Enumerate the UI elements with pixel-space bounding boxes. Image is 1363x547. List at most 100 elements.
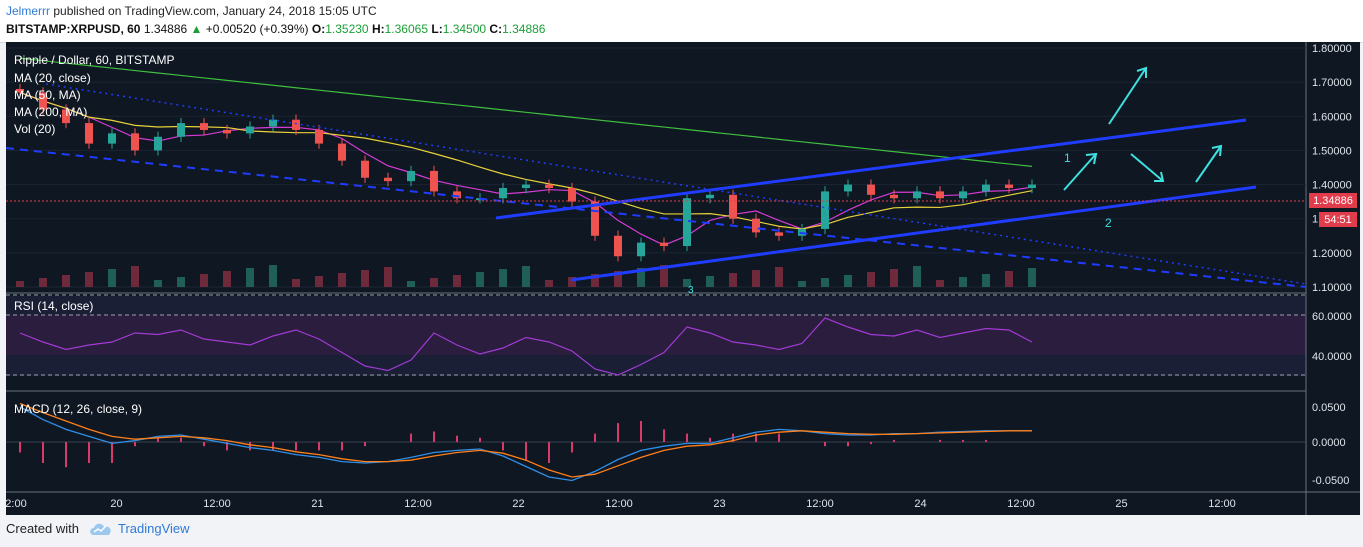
macd-label[interactable]: MACD (12, 26, close, 9) [14, 402, 142, 416]
author-link[interactable]: Jelmerrr [6, 4, 50, 18]
annotation-3: 3 [688, 285, 694, 296]
projection-arrows [1063, 66, 1223, 191]
volume-bar [384, 267, 392, 287]
volume-bars [16, 265, 1036, 287]
candle-body [131, 133, 139, 151]
chart-svg[interactable]: 1 2 3 1.80000 1.70000 1.60000 1.50000 1.4000… [5, 42, 1360, 515]
footer [0, 515, 1363, 547]
high-label: H: [371, 22, 385, 36]
countdown-tag [1319, 212, 1357, 227]
tradingview-cloud-icon[interactable] [88, 520, 114, 538]
candle-body [338, 143, 346, 161]
candle-body [706, 194, 714, 199]
volume-bar [430, 278, 438, 287]
candle-body [499, 187, 507, 199]
candle-body [568, 187, 576, 202]
time-tick-label: 12:00 [203, 498, 231, 510]
legend-volume[interactable]: Vol (20) [14, 122, 55, 136]
volume-bar [591, 274, 599, 287]
price-grid [6, 47, 1306, 288]
candle-body [16, 88, 24, 93]
volume-bar [407, 281, 415, 287]
price-tick-label: 1.60000 [1312, 111, 1352, 123]
volume-bar [890, 269, 898, 287]
volume-bar [752, 270, 760, 287]
time-tick-label: 12:00 [1007, 498, 1035, 510]
rsi-tick-60: 60.0000 [1312, 311, 1352, 323]
symbol-name: BITSTAMP:XRPUSD, 60 [6, 22, 141, 36]
volume-bar [545, 280, 553, 287]
volume-bar [269, 265, 277, 287]
dotted-trendline [45, 83, 1307, 285]
volume-bar [844, 275, 852, 287]
chart-area[interactable]: 1 2 3 1.80000 1.70000 1.60000 1.50000 1.4000… [5, 42, 1360, 515]
candle-body [39, 92, 47, 110]
arrow-down-1 [1130, 153, 1164, 182]
candle-body [361, 160, 369, 178]
channel-upper-line [495, 118, 1247, 220]
close-value: 1.34886 [502, 22, 546, 36]
legend-ma200[interactable]: MA (200, MA) [14, 105, 87, 119]
chart-title: Ripple / Dollar, 60, BITSTAMP [14, 53, 175, 67]
rsi-tick-40: 40.0000 [1312, 351, 1352, 363]
candle-body [108, 133, 116, 144]
volume-bar [660, 265, 668, 287]
volume-bar [706, 276, 714, 287]
price-change: +0.00520 (+0.39%) [205, 22, 309, 36]
volume-bar [338, 273, 346, 287]
candle-body [637, 242, 645, 257]
volume-bar [637, 268, 645, 287]
volume-bar [522, 266, 530, 287]
last-price: 1.34886 [143, 22, 188, 36]
candle-body [867, 184, 875, 195]
current-price-label: 1.34886 [1313, 195, 1353, 207]
legend-ma20[interactable]: MA (20, close) [14, 71, 91, 85]
candle-body [246, 126, 254, 134]
legend-ma50[interactable]: MA (50, MA) [14, 88, 81, 102]
volume-bar [775, 267, 783, 287]
volume-bar [614, 271, 622, 287]
price-tick-label: 1.80000 [1312, 43, 1352, 55]
tradingview-link[interactable]: TradingView [118, 521, 190, 536]
candle-body [1005, 184, 1013, 188]
volume-bar [315, 276, 323, 287]
candle-body [177, 123, 185, 137]
high-value: 1.36065 [384, 22, 429, 36]
arrow-up-1 [1063, 153, 1097, 191]
candle-body [614, 235, 622, 257]
volume-bar [821, 278, 829, 287]
low-value: 1.34500 [442, 22, 487, 36]
price-pane [6, 42, 1306, 292]
time-tick-label: 22 [512, 498, 524, 510]
volume-bar [453, 275, 461, 287]
volume-bar [223, 271, 231, 287]
volume-bar [108, 269, 116, 287]
candle-body [453, 191, 461, 199]
annotation-2: 2 [1105, 216, 1112, 230]
publish-info: Jelmerrr published on TradingView.com, J… [6, 4, 377, 18]
time-tick-label: 23 [713, 498, 725, 510]
candle-body [384, 177, 392, 182]
ma200-line [19, 57, 1033, 168]
signal-line [19, 402, 1032, 478]
candle-body [660, 242, 668, 247]
candle-body [890, 194, 898, 199]
rsi-line [19, 317, 1033, 376]
time-tick-label: 21 [311, 498, 323, 510]
volume-bar [982, 274, 990, 287]
time-tick-label: 12:00 [806, 498, 834, 510]
close-label: C: [489, 22, 503, 36]
arrow-up-3 [1195, 145, 1222, 183]
rsi-label[interactable]: RSI (14, close) [14, 299, 93, 313]
macd-tick-neg005: -0.0500 [1312, 475, 1349, 487]
volume-bar [798, 281, 806, 287]
arrowhead [1211, 144, 1223, 157]
candle-body [407, 170, 415, 182]
created-with-text: Created with [6, 521, 79, 536]
volume-bar [154, 280, 162, 287]
time-axis[interactable]: 2:00 20 12:00 21 12:00 22 12:00 23 12:00 24 12:00 2… [5, 498, 1236, 510]
volume-bar [729, 273, 737, 287]
candle-body [591, 201, 599, 236]
candle-body [154, 136, 162, 151]
price-axis[interactable]: 1.800001.700001.600001.500001.400001.300… [1312, 43, 1352, 294]
